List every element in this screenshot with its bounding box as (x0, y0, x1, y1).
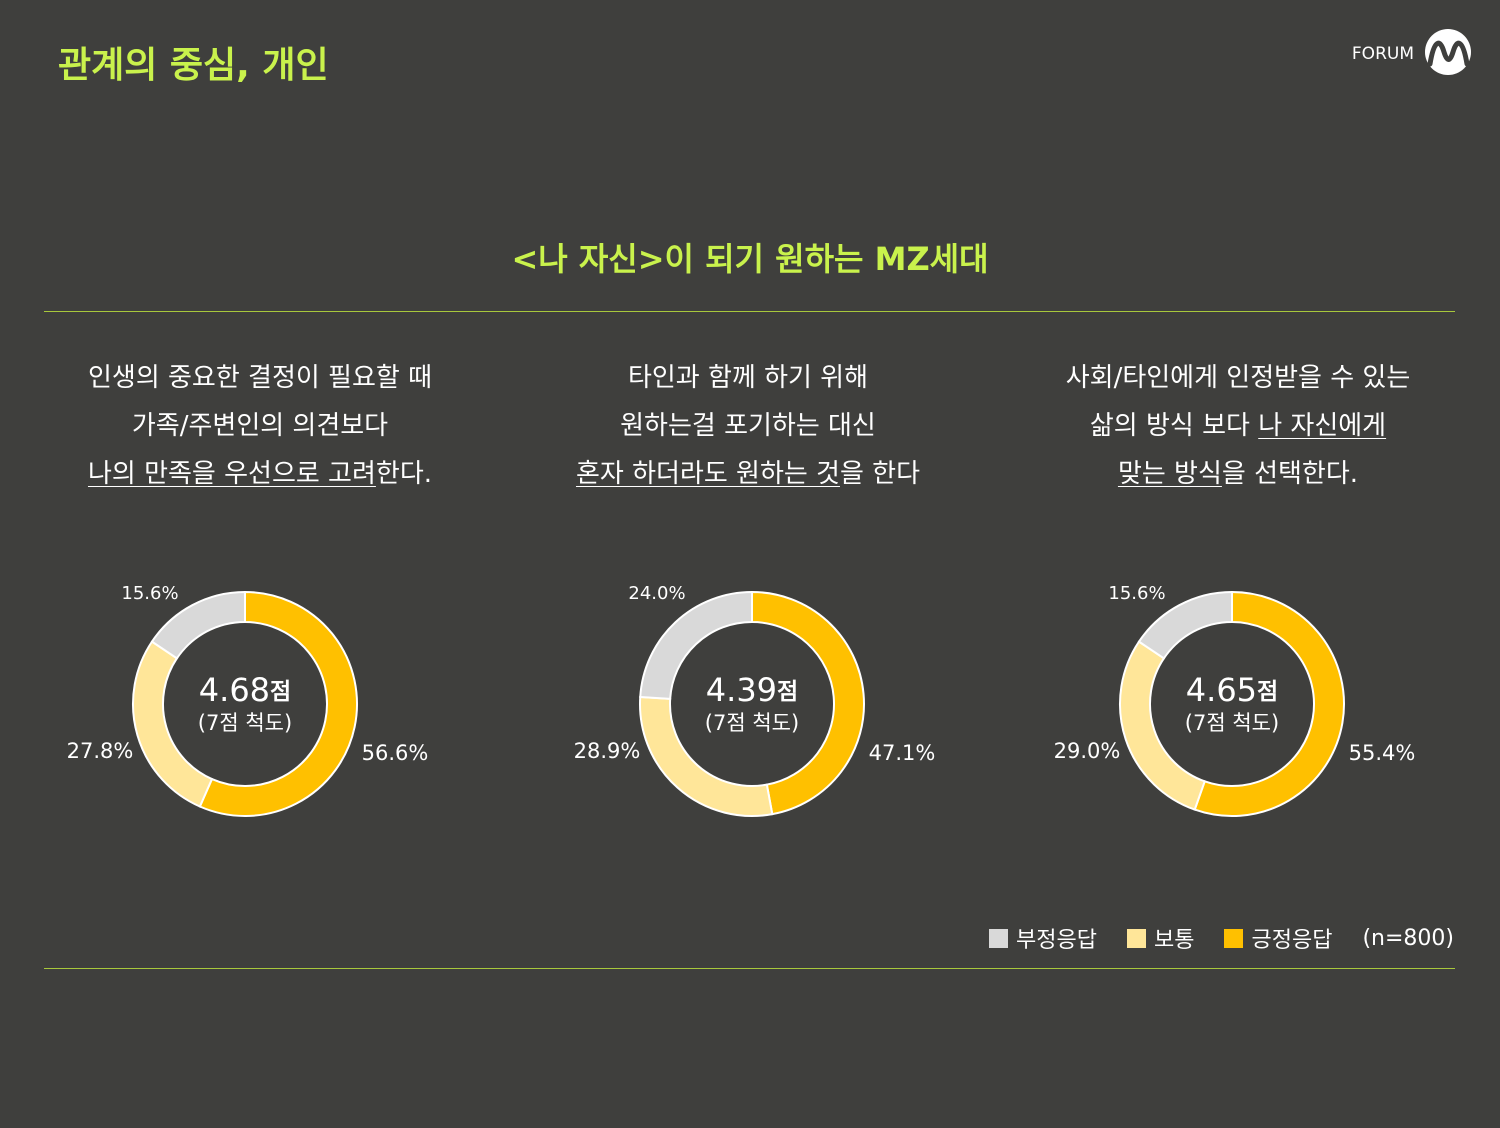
statement-line: 혼자 하더라도 원하는 것을 한다 (518, 450, 978, 498)
brand: FORUM (1351, 44, 1414, 64)
donut: 15.6%27.8% 56.6%4.68점(7점 척도) (67, 583, 429, 817)
center-value: 4.68점 (199, 671, 291, 709)
value-label: 55.4% (1349, 741, 1416, 765)
statement-text: 원하는걸 포기하는 대신 (620, 411, 876, 441)
donut-segment (1137, 590, 1233, 660)
center-unit: 점 (1257, 679, 1278, 705)
center-value: 4.65점 (1186, 671, 1278, 709)
statement-text: 나 자신에게 (1258, 411, 1387, 441)
donut: 15.6%29.0% 55.4%4.65점(7점 척도) (1054, 583, 1416, 817)
title: 관계의 중심, 개인 (58, 45, 329, 86)
statement-line: 삶의 방식 보다 나 자신에게 (1008, 402, 1468, 450)
legend-label: 긍정응답 (1251, 928, 1333, 953)
legend-swatch (989, 928, 1009, 948)
logo (1425, 29, 1471, 75)
center-note: (7점 척도) (198, 711, 292, 735)
legend: 부정응답 보통 긍정응답 (n=800) (989, 922, 1454, 954)
statement-line: 타인과 함께 하기 위해 (518, 354, 978, 402)
donut-segment (639, 590, 753, 700)
statement-text: 가족/주변인의 의견보다 (131, 411, 389, 441)
statement-text: 나의 만족을 우선으로 고려 (87, 459, 376, 489)
center-number: 4.65 (1186, 671, 1257, 709)
statement-line: 사회/타인에게 인정받을 수 있는 (1008, 354, 1468, 402)
subtitle: <나 자신>이 되기 원하는 MZ세대 (511, 240, 989, 278)
statement-line: 가족/주변인의 의견보다 (30, 402, 490, 450)
statement-text: 맞는 방식 (1117, 459, 1222, 489)
statement-text: 을 선택한다. (1221, 459, 1359, 489)
legend-label: 부정응답 (1016, 928, 1097, 953)
value-label: 15.6% (121, 583, 178, 604)
statement-text: 사회/타인에게 인정받을 수 있는 (1065, 363, 1411, 393)
value-label: 27.8% (67, 739, 134, 763)
value-label: 56.6% (362, 741, 429, 765)
value-label: 28.9% (574, 739, 641, 763)
center-unit: 점 (777, 679, 798, 705)
statement-text: 타인과 함께 하기 위해 (627, 363, 869, 393)
donut-segment (198, 590, 358, 817)
statement-line: 원하는걸 포기하는 대신 (518, 402, 978, 450)
center-number: 4.68 (199, 671, 270, 709)
legend-swatch (1127, 928, 1146, 948)
center-value: 4.39점 (706, 671, 798, 709)
value-label: 29.0% (1054, 739, 1121, 763)
center-number: 4.39 (706, 671, 777, 709)
legend-swatch (1224, 928, 1244, 948)
statement-text: 을 한다 (839, 459, 921, 489)
legend-label: 보통 (1154, 928, 1195, 953)
value-label: 47.1% (869, 741, 936, 765)
legend-item: 긍정응답 (1224, 922, 1332, 954)
statement-line: 맞는 방식을 선택한다. (1008, 450, 1468, 498)
statement-text: 삶의 방식 보다 (1089, 411, 1259, 441)
donut: 24.0%28.9% 47.1%4.39점(7점 척도) (574, 583, 936, 817)
sample-note: (n=800) (1362, 925, 1454, 951)
divider (44, 311, 1455, 312)
statement: 사회/타인에게 인정받을 수 있는 삶의 방식 보다 나 자신에게 맞는 방식을 선… (1008, 354, 1468, 498)
legend-item: 보통 (1127, 922, 1194, 954)
donut-segment (150, 590, 246, 660)
value-label: 24.0% (628, 583, 685, 604)
statement-line: 나의 만족을 우선으로 고려한다. (30, 450, 490, 498)
center-note: (7점 척도) (1185, 711, 1279, 735)
donut-segment (751, 590, 865, 816)
divider (44, 968, 1455, 969)
value-label: 15.6% (1108, 583, 1165, 604)
center-note: (7점 척도) (705, 711, 799, 735)
statement-text: 혼자 하더라도 원하는 것 (575, 459, 840, 489)
statement-text: 인생의 중요한 결정이 필요할 때 (87, 363, 433, 393)
donut-segment (1193, 590, 1345, 817)
center-unit: 점 (270, 679, 291, 705)
legend-item: 부정응답 (989, 922, 1097, 954)
statement-line: 인생의 중요한 결정이 필요할 때 (30, 354, 490, 402)
statement-text: 한다. (375, 459, 433, 489)
